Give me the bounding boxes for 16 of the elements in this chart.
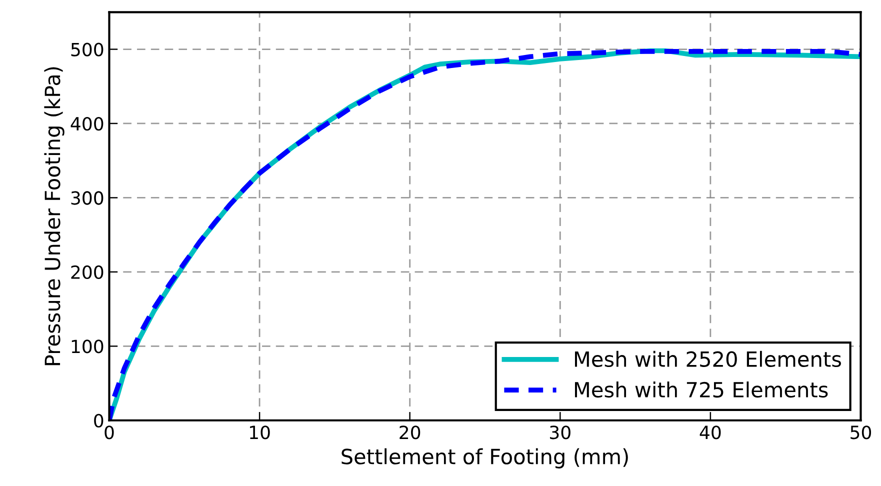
legend-label: Mesh with 725 Elements (574, 381, 828, 398)
legend-label: Mesh with 2520 Elements (574, 350, 841, 368)
x-tick-label: 40 (700, 426, 721, 440)
x-tick-label: 30 (550, 426, 570, 440)
y-axis-title: Pressure Under Footing (kPa) (44, 67, 64, 366)
y-tick-label: 200 (71, 265, 104, 280)
x-axis-title: Settlement of Footing (mm) (342, 448, 628, 468)
y-tick-label: 300 (71, 191, 104, 205)
y-tick-label: 500 (71, 42, 104, 56)
x-tick-label: 0 (104, 426, 114, 440)
x-tick-label: 20 (400, 426, 420, 440)
x-tick-label: 10 (250, 426, 270, 440)
y-tick-label: 100 (72, 340, 104, 354)
x-tick-label: 50 (850, 426, 872, 440)
y-tick-label: 0 (94, 414, 104, 428)
y-tick-label: 400 (70, 116, 104, 131)
